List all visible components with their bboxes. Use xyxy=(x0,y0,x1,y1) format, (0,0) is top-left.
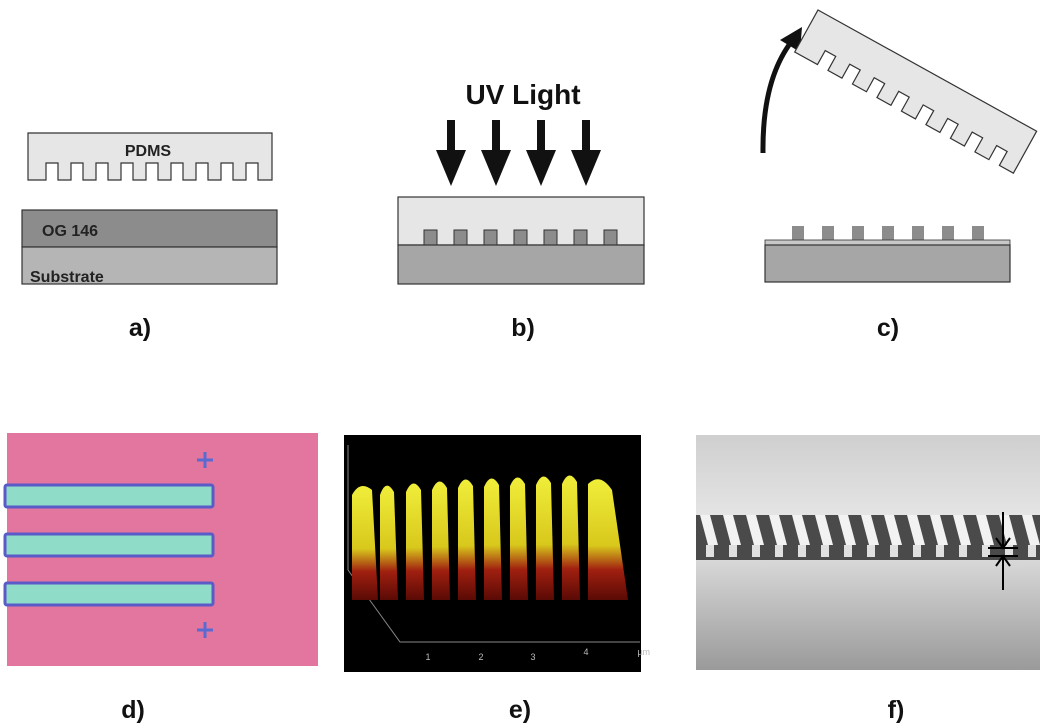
panel-b: UV Light b) xyxy=(398,79,644,342)
panel-c: c) xyxy=(763,10,1037,342)
substrate xyxy=(765,245,1010,282)
uv-arrows xyxy=(436,120,601,186)
sem-background xyxy=(696,435,1040,515)
substrate xyxy=(398,245,644,284)
axis-unit: µm xyxy=(637,647,650,657)
axis-tick: 1 xyxy=(425,652,430,662)
axis-tick: 3 xyxy=(530,652,535,662)
panel-d: d) xyxy=(5,433,318,723)
panel-label: e) xyxy=(509,696,531,723)
panel-label: a) xyxy=(129,314,151,342)
lift-arrow xyxy=(763,36,796,153)
panel-label: b) xyxy=(511,314,535,342)
substrate-label: Substrate xyxy=(30,269,104,286)
layer-label: OG 146 xyxy=(42,223,98,240)
panel-label: f) xyxy=(888,696,905,723)
sem-grating xyxy=(696,515,1040,560)
panel-e: 1 2 3 4 µm e) xyxy=(344,435,650,723)
residual-layer xyxy=(765,240,1010,245)
panel-a: PDMS OG 146 Substrate a) xyxy=(22,133,277,342)
figure: PDMS OG 146 Substrate a) UV Light b) xyxy=(0,0,1044,723)
lifted-stamp xyxy=(795,10,1037,173)
panel-label: d) xyxy=(121,696,145,723)
panel-label: c) xyxy=(877,314,899,342)
uv-title: UV Light xyxy=(465,79,580,110)
sem-substrate xyxy=(696,560,1040,670)
pillars xyxy=(792,226,984,240)
page: {"panels": { "a": {"label": "a)", "stamp… xyxy=(0,0,1044,723)
axis-tick: 2 xyxy=(478,652,483,662)
panel-f: f) xyxy=(696,435,1040,723)
stamp-label: PDMS xyxy=(125,143,172,160)
stripes xyxy=(5,485,213,605)
axis-tick: 4 xyxy=(583,647,588,657)
